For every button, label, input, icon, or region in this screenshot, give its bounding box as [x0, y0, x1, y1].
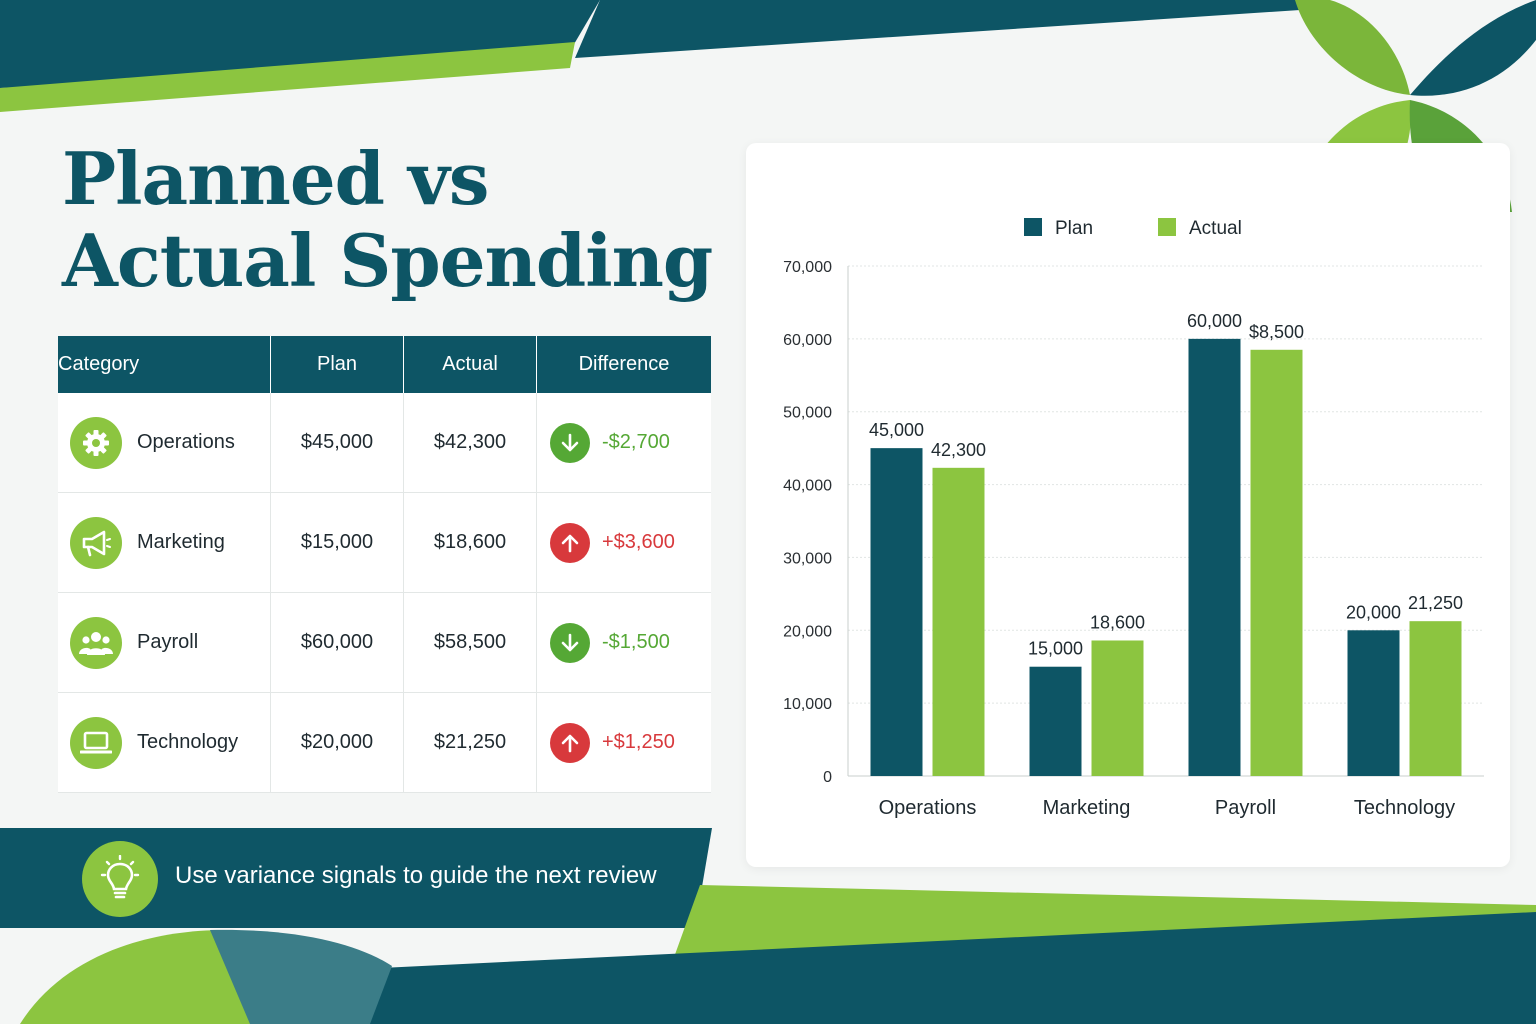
- data-label: 15,000: [1028, 639, 1083, 659]
- category-cell: Technology: [58, 692, 271, 793]
- laptop-icon: [70, 716, 122, 769]
- legend-swatch-actual: [1158, 218, 1176, 236]
- banner-text: Use variance signals to guide the next r…: [175, 862, 657, 889]
- plan-cell: $45,000: [270, 393, 404, 493]
- y-tick-label: 70,000: [783, 259, 832, 276]
- bar-actual: [1091, 640, 1144, 776]
- category-cell: Operations: [58, 393, 271, 493]
- difference-cell: -$1,500: [536, 592, 711, 693]
- arrow-up-icon: [550, 522, 590, 563]
- difference-cell: +$1,250: [536, 692, 711, 793]
- y-tick-label: 0: [823, 769, 832, 786]
- data-label: $8,500: [1249, 322, 1304, 342]
- data-label: 21,250: [1408, 593, 1463, 613]
- y-tick-label: 20,000: [783, 623, 832, 640]
- y-tick-label: 50,000: [783, 405, 832, 422]
- bar-actual: [1409, 621, 1462, 776]
- bar-plan: [1188, 338, 1241, 776]
- actual-cell: $21,250: [403, 692, 537, 793]
- arrow-down-icon: [550, 622, 590, 663]
- difference-value: +$1,250: [602, 731, 675, 753]
- data-label: 45,000: [869, 420, 924, 440]
- category-cell: Payroll: [58, 592, 271, 693]
- bar-plan: [870, 448, 923, 776]
- category-cell: Marketing: [58, 492, 271, 593]
- bar-plan: [1029, 666, 1082, 776]
- megaphone-icon: [70, 516, 122, 569]
- arrow-up-icon: [550, 722, 590, 763]
- bar-actual: [932, 467, 985, 776]
- actual-cell: $18,600: [403, 492, 537, 593]
- legend-swatch-plan: [1024, 218, 1042, 236]
- data-label: 42,300: [931, 440, 986, 460]
- actual-cell: $42,300: [403, 393, 537, 493]
- y-tick-label: 30,000: [783, 550, 832, 567]
- data-label: 18,600: [1090, 612, 1145, 632]
- difference-value: +$3,600: [602, 531, 675, 553]
- x-tick-label: Payroll: [1215, 797, 1276, 819]
- plan-cell: $20,000: [270, 692, 404, 793]
- legend-label: Plan: [1055, 218, 1093, 239]
- header-difference: Difference: [536, 336, 711, 393]
- page-title: Planned vs Actual Spending: [62, 136, 713, 303]
- people-icon: [70, 616, 122, 669]
- arrow-down-icon: [550, 422, 590, 463]
- category-label: Technology: [137, 731, 239, 753]
- gear-icon: [70, 416, 122, 469]
- difference-cell: -$2,700: [536, 393, 711, 493]
- actual-cell: $58,500: [403, 592, 537, 693]
- y-tick-label: 10,000: [783, 696, 832, 713]
- y-tick-label: 40,000: [783, 478, 832, 495]
- title-line-1: Planned vs: [62, 136, 489, 221]
- table-row: Marketing $15,000 $18,600 +$3,600: [58, 492, 711, 593]
- header-actual: Actual: [403, 336, 537, 393]
- data-label: 60,000: [1187, 311, 1242, 331]
- table-header-row: Category Plan Actual Difference: [58, 336, 711, 393]
- table-row: Operations $45,000 $42,300 -$2,700: [58, 393, 711, 493]
- bar-chart: 0 10,000 20,000 30,000 40,000 50,000 60,000 70,…: [783, 218, 1484, 819]
- difference-cell: +$3,600: [536, 492, 711, 593]
- table-row: Payroll $60,000 $58,500 -$1,500: [58, 592, 711, 693]
- data-label: 20,000: [1346, 602, 1401, 622]
- difference-value: -$1,500: [602, 631, 670, 653]
- title-line-2: Actual Spending: [62, 218, 713, 303]
- x-tick-label: Marketing: [1043, 797, 1131, 819]
- category-label: Operations: [137, 431, 235, 453]
- lightbulb-icon: [82, 841, 158, 917]
- x-tick-label: Operations: [879, 797, 977, 819]
- category-label: Marketing: [137, 531, 225, 553]
- header-category: Category: [58, 336, 271, 393]
- bar-plan: [1347, 630, 1400, 776]
- plan-cell: $15,000: [270, 492, 404, 593]
- table-row: Technology $20,000 $21,250 +$1,250: [58, 692, 711, 793]
- plan-cell: $60,000: [270, 592, 404, 693]
- header-plan: Plan: [270, 336, 404, 393]
- legend-label: Actual: [1189, 218, 1242, 239]
- difference-value: -$2,700: [602, 431, 670, 453]
- y-tick-label: 60,000: [783, 332, 832, 349]
- spending-table: Category Plan Actual Difference: [58, 336, 711, 793]
- category-label: Payroll: [137, 631, 199, 653]
- bar-actual: [1250, 349, 1303, 776]
- x-tick-label: Technology: [1354, 797, 1455, 819]
